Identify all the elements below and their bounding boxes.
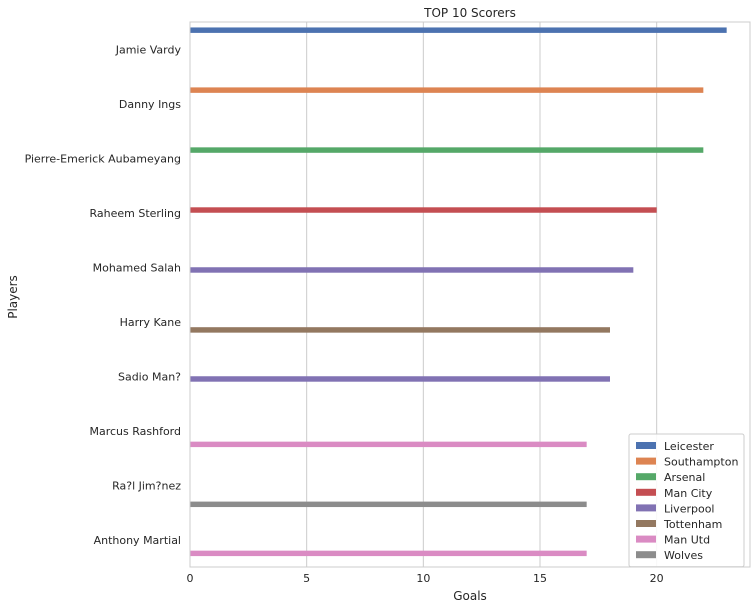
axes: 0 5 10 15 20 Jamie Vardy Danny Ings Pierre-Emer… xyxy=(25,21,751,585)
legend-entry: Leicester xyxy=(664,440,714,453)
legend-entry: Man Utd xyxy=(664,534,710,547)
x-axis-label: Goals xyxy=(453,589,487,603)
bar-wolves xyxy=(190,501,587,508)
legend: Leicester Southampton Arsenal Man City Liver… xyxy=(628,433,745,568)
grid-lines xyxy=(189,22,658,567)
legend-swatch xyxy=(636,442,656,449)
legend-swatch xyxy=(636,535,656,543)
plot-frame xyxy=(189,21,751,568)
y-axis-label: Players xyxy=(6,275,20,319)
y-tick-label: Sadio Man? xyxy=(118,370,181,383)
legend-entry: Wolves xyxy=(664,549,703,562)
bar-man-utd xyxy=(190,550,587,557)
bar-leicester xyxy=(190,27,727,33)
y-tick-label: Pierre-Emerick Aubameyang xyxy=(25,152,181,165)
legend-entry: Southampton xyxy=(664,456,738,469)
y-tick-label: Harry Kane xyxy=(120,316,182,329)
legend-swatch xyxy=(636,457,656,465)
bar-man-city xyxy=(190,207,657,213)
legend-entry: Man City xyxy=(664,487,713,500)
y-tick-label: Danny Ings xyxy=(119,98,181,111)
legend-entry: Tottenham xyxy=(663,518,722,531)
bar-man-utd xyxy=(190,441,587,448)
y-tick-label: Ra?l Jim?nez xyxy=(112,479,181,492)
bar-liverpool xyxy=(190,267,634,273)
legend-swatch xyxy=(636,551,656,559)
y-tick-label: Raheem Sterling xyxy=(89,207,181,220)
legend-swatch xyxy=(636,473,656,481)
bar-southampton xyxy=(190,87,704,93)
x-tick-label: 0 xyxy=(187,572,194,585)
legend-entry: Arsenal xyxy=(664,471,705,484)
y-tick-label: Jamie Vardy xyxy=(115,43,182,56)
bar-liverpool xyxy=(190,376,610,382)
y-tick-label: Anthony Martial xyxy=(94,534,181,547)
y-tick-label: Mohamed Salah xyxy=(93,261,181,274)
x-tick-label: 20 xyxy=(650,572,664,585)
x-tick-label: 5 xyxy=(303,572,310,585)
legend-swatch xyxy=(636,488,656,496)
y-tick-label: Marcus Rashford xyxy=(89,425,181,438)
legend-entry: Liverpool xyxy=(664,502,714,515)
bar-arsenal xyxy=(190,147,704,153)
legend-swatch xyxy=(636,520,656,527)
legend-box xyxy=(628,433,745,568)
chart-title: TOP 10 Scorers xyxy=(423,6,516,20)
legend-swatch xyxy=(636,504,656,512)
bars xyxy=(190,27,727,557)
x-tick-label: 15 xyxy=(533,572,547,585)
bar-tottenham xyxy=(190,327,610,333)
x-tick-label: 10 xyxy=(416,572,430,585)
